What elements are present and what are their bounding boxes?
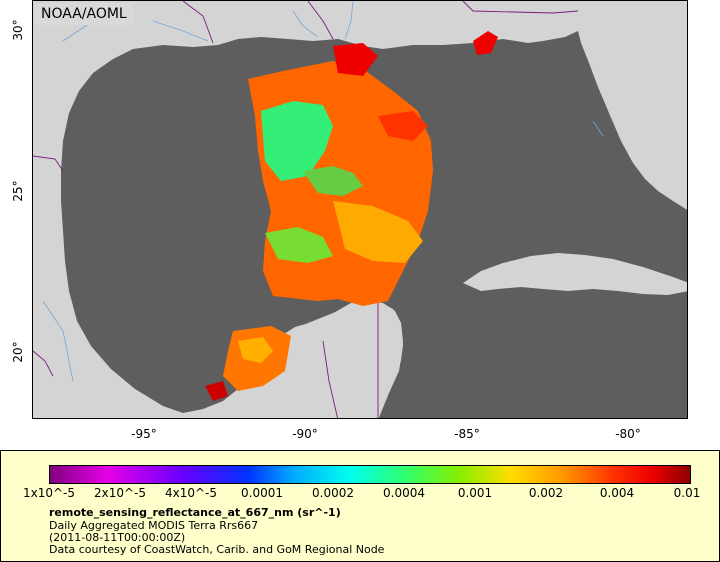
gulf-of-mexico-map: [33, 1, 687, 418]
lat-tick-30: 30°: [11, 19, 25, 41]
colorbar-label: 0.0002: [312, 486, 354, 500]
legend-subtitle: Daily Aggregated MODIS Terra Rrs667: [49, 519, 259, 532]
colorbar-label: 0.0001: [241, 486, 283, 500]
colorbar-label: 0.004: [599, 486, 635, 500]
land-florida: [578, 1, 687, 210]
rivers: [42, 1, 604, 382]
map-frame[interactable]: NOAA/AOML: [32, 0, 688, 419]
lat-tick-20: 20°: [11, 341, 25, 363]
colorbar-label: 0.01: [673, 486, 701, 500]
colorbar-label: 2x10^-5: [93, 486, 147, 500]
legend-title: remote_sensing_reflectance_at_667_nm (sr…: [49, 506, 341, 519]
reflectance-swath: [205, 31, 498, 401]
colorbar-label: 0.001: [457, 486, 493, 500]
land-cuba: [463, 253, 687, 295]
land-yucatan: [279, 301, 403, 418]
lon-tick-90: -90°: [292, 427, 318, 441]
legend-date: (2011-08-11T00:00:00Z): [49, 531, 186, 544]
borders: [33, 1, 579, 418]
colorbar-label: 4x10^-5: [164, 486, 218, 500]
lon-tick-80: -80°: [615, 427, 641, 441]
colorbar-label: 0.0004: [383, 486, 425, 500]
legend-panel: 1x10^-5 2x10^-5 4x10^-5 0.0001 0.0002 0.…: [0, 450, 720, 562]
lat-tick-25: 25°: [11, 180, 25, 202]
lon-tick-95: -95°: [131, 427, 157, 441]
credit-label: NOAA/AOML: [35, 3, 133, 25]
colorbar: [49, 465, 691, 484]
legend-source: Data courtesy of CoastWatch, Carib. and …: [49, 543, 385, 556]
colorbar-label: 0.002: [528, 486, 564, 500]
lon-tick-85: -85°: [454, 427, 480, 441]
colorbar-label: 1x10^-5: [22, 486, 76, 500]
